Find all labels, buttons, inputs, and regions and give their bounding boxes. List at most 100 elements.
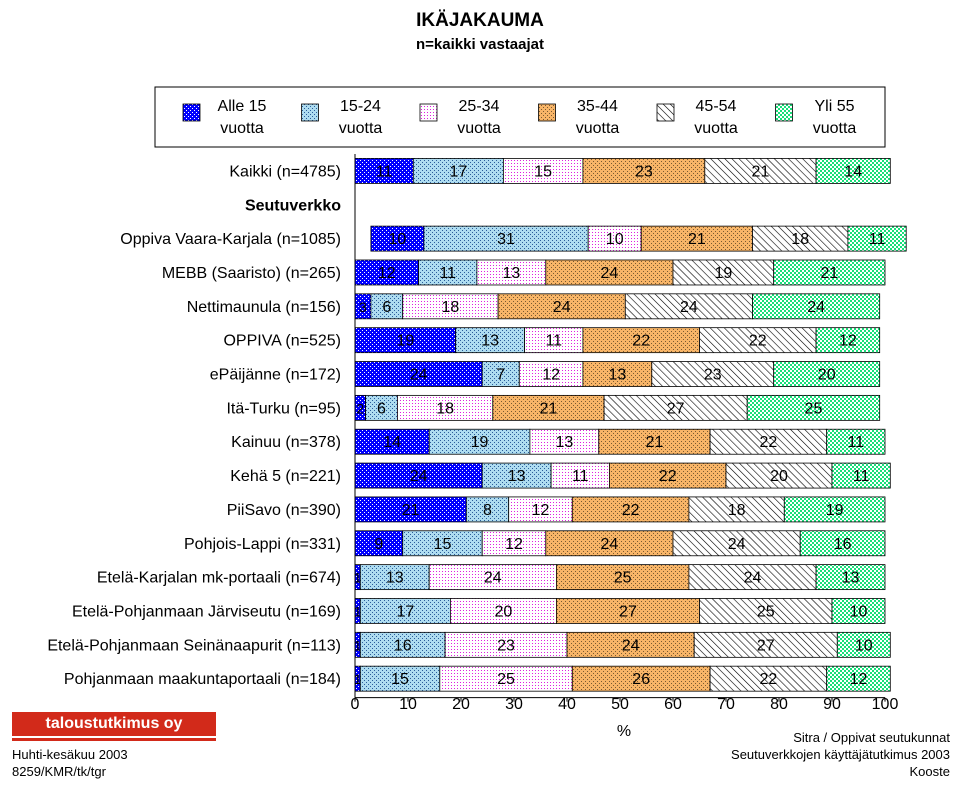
bar-value-label: 23 xyxy=(635,163,653,180)
x-tick-label: 90 xyxy=(823,696,841,713)
bar-value-label: 23 xyxy=(704,367,722,384)
bar-segment xyxy=(556,598,700,624)
bar-segment xyxy=(566,631,695,658)
category-label: Kaikki (n=4785) xyxy=(229,163,341,180)
legend-label: vuotta xyxy=(576,120,620,137)
bar-segment xyxy=(481,361,520,387)
bar-segment xyxy=(709,665,828,692)
legend-swatch xyxy=(656,103,675,122)
bar-segment xyxy=(370,293,404,320)
bar-value-label: 21 xyxy=(540,400,558,417)
bar-segment xyxy=(354,428,430,455)
bar-value-label: 25 xyxy=(614,570,632,587)
bar-segment xyxy=(831,462,891,489)
bar-value-label: 15 xyxy=(534,163,552,180)
category-label: OPPIVA (n=525) xyxy=(223,333,341,350)
bar-value-label: 12 xyxy=(378,265,396,282)
bar-value-label: 18 xyxy=(436,400,454,417)
bar-value-label: 13 xyxy=(481,333,499,350)
footer-left: Huhti-kesäkuu 2003 8259/KMR/tk/tgr xyxy=(12,746,128,780)
bar-value-label: 11 xyxy=(848,434,865,451)
bar-value-label: 15 xyxy=(391,671,409,688)
footer-report-type: Kooste xyxy=(909,764,950,779)
bar-value-label: 21 xyxy=(646,434,664,451)
bar-value-label: 22 xyxy=(760,671,778,688)
bar-segment xyxy=(354,361,483,387)
bar-segment xyxy=(783,496,886,523)
category-label: Etelä-Pohjanmaan Järviseutu (n=169) xyxy=(72,603,341,620)
bar-value-label: 25 xyxy=(757,603,775,620)
bar-value-label: 10 xyxy=(389,231,407,248)
bar-segment xyxy=(455,327,526,354)
bar-segment xyxy=(354,327,457,354)
bar-segment xyxy=(847,225,907,252)
bar-value-label: 24 xyxy=(680,299,698,316)
x-tick-label: 100 xyxy=(872,696,899,713)
legend-swatch xyxy=(538,103,556,122)
bar-segment xyxy=(582,361,653,387)
category-label: Kehä 5 (n=221) xyxy=(230,468,341,485)
bar-value-label: 17 xyxy=(396,603,414,620)
bar-value-label: 15 xyxy=(434,536,452,553)
bar-value-label: 20 xyxy=(495,603,513,620)
bar-value-label: 27 xyxy=(757,637,775,654)
bar-segment xyxy=(365,394,398,421)
bar-value-label: 31 xyxy=(497,231,515,248)
bar-value-label: 21 xyxy=(402,502,420,519)
bar-value-label: 21 xyxy=(688,231,706,248)
logo-underline xyxy=(12,738,216,741)
bar-segment xyxy=(359,598,451,624)
bar-value-label: 19 xyxy=(396,333,414,350)
legend-label: 25-34 xyxy=(459,98,500,115)
bar-value-label: 18 xyxy=(791,231,809,248)
bar-value-label: 27 xyxy=(667,400,685,417)
bar-value-label: 13 xyxy=(555,434,573,451)
bar-segment xyxy=(550,462,610,489)
legend-label: vuotta xyxy=(339,120,383,137)
bar-value-label: 19 xyxy=(714,265,732,282)
footer-right: Sitra / Oppivat seutukunnat Seutuverkkoj… xyxy=(731,729,950,780)
bar-segment xyxy=(725,462,833,489)
bar-value-label: 24 xyxy=(622,637,640,654)
footer-code: 8259/KMR/tk/tgr xyxy=(12,764,106,779)
bar-segment xyxy=(428,428,531,455)
bar-value-label: 7 xyxy=(496,367,505,384)
bar-value-label: 13 xyxy=(386,570,404,587)
bar-value-label: 24 xyxy=(744,570,762,587)
bar-value-label: 24 xyxy=(484,570,502,587)
bar-segment xyxy=(799,530,886,557)
bar-segment xyxy=(651,361,775,387)
bar-segment xyxy=(693,631,838,658)
bar-segment xyxy=(815,564,886,591)
legend-label: 35-44 xyxy=(577,98,618,115)
category-label: MEBB (Saaristo) (n=265) xyxy=(162,265,341,282)
bar-value-label: 12 xyxy=(839,333,857,350)
bar-value-label: 17 xyxy=(449,163,467,180)
bar-segment xyxy=(598,428,711,455)
x-axis-title: % xyxy=(617,723,631,740)
bar-segment xyxy=(752,225,849,252)
bar-segment xyxy=(582,158,706,184)
bar-segment xyxy=(688,564,817,591)
bar-value-label: 26 xyxy=(632,671,650,688)
x-tick-label: 20 xyxy=(452,696,470,713)
category-label: PiiSavo (n=390) xyxy=(227,502,341,519)
bar-value-label: 25 xyxy=(805,400,823,417)
bar-segment xyxy=(699,327,817,354)
bar-segment xyxy=(359,631,446,658)
bar-segment xyxy=(428,564,557,591)
bar-value-label: 18 xyxy=(442,299,460,316)
bar-value-label: 18 xyxy=(728,502,746,519)
bar-segment xyxy=(603,394,748,421)
legend-label: vuotta xyxy=(813,120,857,137)
bar-value-label: 27 xyxy=(619,603,637,620)
bar-value-label: 3 xyxy=(359,299,367,315)
legend-swatch xyxy=(419,103,438,122)
bar-segment xyxy=(836,631,891,658)
legend-swatch xyxy=(301,103,319,122)
x-tick-label: 40 xyxy=(558,696,576,713)
bar-segment xyxy=(815,327,881,354)
bar-value-label: 12 xyxy=(505,536,523,553)
bar-segment xyxy=(545,259,674,286)
